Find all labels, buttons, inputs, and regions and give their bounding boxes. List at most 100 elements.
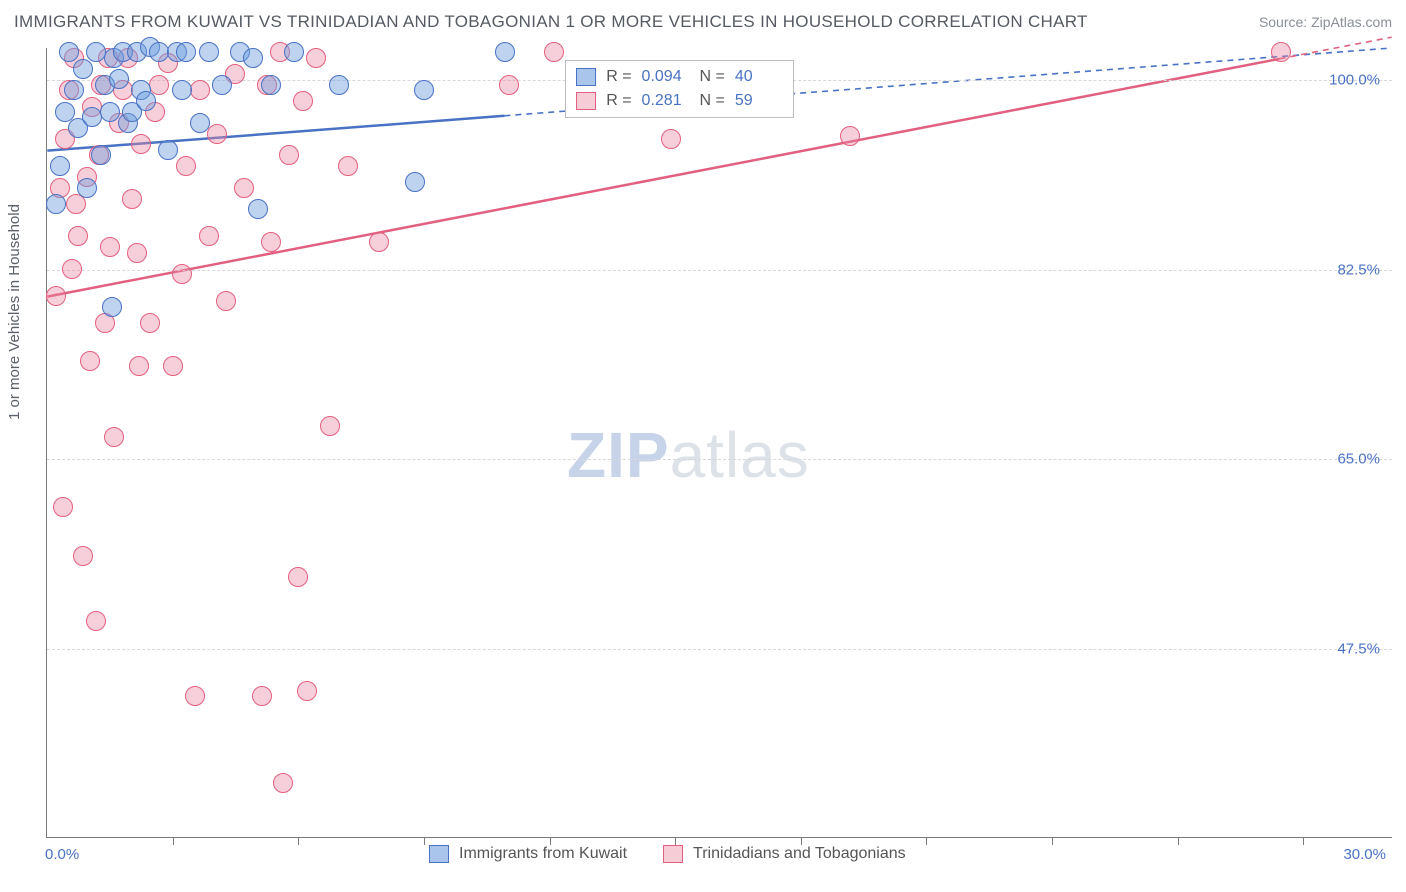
trinidad-point (338, 156, 358, 176)
trinidad-point (62, 259, 82, 279)
trinidad-point (86, 611, 106, 631)
trinidad-point (185, 686, 205, 706)
x-tick-label: 0.0% (45, 846, 79, 863)
kuwait-point (158, 140, 178, 160)
gridline-h (47, 459, 1392, 460)
y-tick-label: 47.5% (1337, 640, 1380, 657)
x-tick (926, 837, 927, 845)
trinidad-point (199, 226, 219, 246)
kuwait-point (136, 91, 156, 111)
chart-title: IMMIGRANTS FROM KUWAIT VS TRINIDADIAN AN… (14, 12, 1088, 32)
x-tick (801, 837, 802, 845)
y-axis-label: 1 or more Vehicles in Household (6, 204, 23, 420)
y-tick-label: 100.0% (1329, 72, 1380, 89)
watermark: ZIPatlas (567, 418, 810, 492)
trinidad-point (207, 124, 227, 144)
y-tick-label: 82.5% (1337, 261, 1380, 278)
r-label: R = (606, 89, 631, 113)
trinidad-point (46, 286, 66, 306)
kuwait-point (199, 42, 219, 62)
trinidad-point (261, 232, 281, 252)
trinidad-point (53, 497, 73, 517)
n-label: N = (700, 65, 725, 89)
trinidad-point (172, 264, 192, 284)
legend-swatch (429, 845, 449, 863)
y-tick-label: 65.0% (1337, 451, 1380, 468)
kuwait-point (190, 113, 210, 133)
trinidad-point (297, 681, 317, 701)
kuwait-point (495, 42, 515, 62)
kuwait-point (64, 80, 84, 100)
kuwait-point (176, 42, 196, 62)
gridline-h (47, 649, 1392, 650)
trinidad-point (252, 686, 272, 706)
r-value: 0.281 (642, 89, 690, 113)
trinidad-point (320, 416, 340, 436)
x-tick (424, 837, 425, 845)
trinidad-point (216, 291, 236, 311)
kuwait-point (109, 69, 129, 89)
legend-item-trinidad: Trinidadians and Tobagonians (663, 845, 906, 863)
trinidad-point (288, 567, 308, 587)
x-tick (298, 837, 299, 845)
source-attribution: Source: ZipAtlas.com (1259, 14, 1392, 30)
kuwait-point (86, 42, 106, 62)
trinidad-point (544, 42, 564, 62)
kuwait-point (50, 156, 70, 176)
x-tick (1052, 837, 1053, 845)
series-legend: Immigrants from Kuwait Trinidadians and T… (429, 845, 906, 863)
legend-swatch (663, 845, 683, 863)
x-tick (1303, 837, 1304, 845)
trinidad-point (163, 356, 183, 376)
r-label: R = (606, 65, 631, 89)
kuwait-point (405, 172, 425, 192)
legend-row-kuwait: R =0.094N =40 (576, 65, 783, 89)
trinidad-point (190, 80, 210, 100)
legend-swatch (576, 92, 596, 110)
trinidad-point (369, 232, 389, 252)
trinidad-point (306, 48, 326, 68)
trinidad-point (129, 356, 149, 376)
legend-swatch (576, 68, 596, 86)
correlation-legend: R =0.094N =40R =0.281N =59 (565, 60, 794, 118)
legend-label: Immigrants from Kuwait (459, 845, 627, 863)
kuwait-point (212, 75, 232, 95)
gridline-h (47, 270, 1392, 271)
trinidad-point (100, 237, 120, 257)
trinidad-point (68, 226, 88, 246)
trend-lines (47, 48, 1392, 837)
trinidad-point (1271, 42, 1291, 62)
trinidad-point (293, 91, 313, 111)
x-tick (550, 837, 551, 845)
kuwait-point (100, 102, 120, 122)
kuwait-point (77, 178, 97, 198)
trinidad-point (279, 145, 299, 165)
kuwait-point (243, 48, 263, 68)
kuwait-point (261, 75, 281, 95)
trinidad-point (131, 134, 151, 154)
kuwait-point (102, 297, 122, 317)
scatter-plot-area: ZIPatlas 47.5%65.0%82.5%100.0%0.0%30.0%R… (46, 48, 1392, 838)
legend-label: Trinidadians and Tobagonians (693, 845, 906, 863)
x-tick-label: 30.0% (1343, 846, 1386, 863)
trinidad-point (499, 75, 519, 95)
kuwait-point (73, 59, 93, 79)
x-tick (1178, 837, 1179, 845)
kuwait-point (46, 194, 66, 214)
trinidad-point (122, 189, 142, 209)
trinidad-point (176, 156, 196, 176)
trinidad-point (234, 178, 254, 198)
n-value: 59 (735, 89, 783, 113)
kuwait-point (284, 42, 304, 62)
r-value: 0.094 (642, 65, 690, 89)
trinidad-point (140, 313, 160, 333)
trinidad-point (80, 351, 100, 371)
trinidad-point (840, 126, 860, 146)
legend-item-kuwait: Immigrants from Kuwait (429, 845, 627, 863)
trinidad-point (149, 75, 169, 95)
legend-row-trinidad: R =0.281N =59 (576, 89, 783, 113)
trinidad-point (273, 773, 293, 793)
trinidad-point (73, 546, 93, 566)
trinidad-point (127, 243, 147, 263)
trinidad-point (661, 129, 681, 149)
